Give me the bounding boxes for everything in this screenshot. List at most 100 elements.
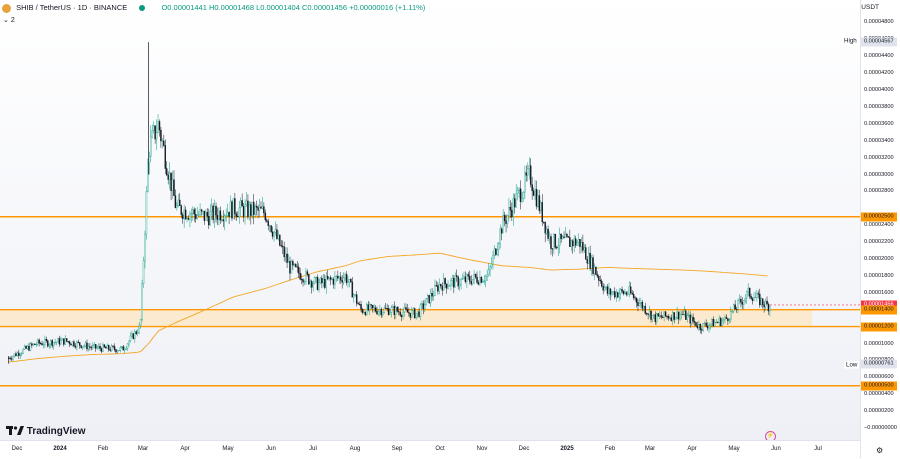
lightning-icon[interactable]: ⚡ xyxy=(765,431,776,440)
candle-body xyxy=(764,300,767,308)
candle-body xyxy=(630,286,632,294)
candle-body xyxy=(487,269,490,276)
candle-body xyxy=(645,312,648,315)
time-label: Aug xyxy=(349,446,361,452)
candle-body xyxy=(422,303,425,309)
candle-body xyxy=(354,294,356,296)
time-axis[interactable]: Dec 2024 Feb Mar Apr May Jun Jul Aug Sep Oct Nov Dec… xyxy=(0,440,860,459)
candle-body xyxy=(666,315,668,317)
time-label: Jul xyxy=(814,446,822,452)
candle-body xyxy=(511,210,513,218)
candle-body xyxy=(624,292,626,294)
candle-body xyxy=(719,318,722,326)
candle-body xyxy=(102,344,104,352)
candle-body xyxy=(502,215,504,234)
candle-body xyxy=(696,325,699,328)
price-axis[interactable]: USDT 0.000048000.000046000.000044000.000… xyxy=(860,0,900,458)
candle-body xyxy=(115,349,117,353)
candle-body xyxy=(241,200,243,207)
candle-body xyxy=(746,291,748,299)
candle-body xyxy=(384,307,387,309)
candle-body xyxy=(537,195,539,207)
candle-body xyxy=(105,346,107,349)
candle-body xyxy=(651,315,654,320)
candle-body xyxy=(402,311,404,317)
tradingview-logo-icon xyxy=(6,426,24,435)
candle-body xyxy=(499,228,501,244)
candle-body xyxy=(563,236,565,238)
candle-body xyxy=(682,313,684,315)
candle-body xyxy=(689,314,691,324)
candle-body xyxy=(703,322,706,324)
price-chart[interactable] xyxy=(0,0,860,440)
candle-body xyxy=(34,343,36,345)
price-tick: 0.00003200 xyxy=(864,154,894,161)
candle-body xyxy=(567,236,570,238)
candle-body xyxy=(306,271,309,275)
time-label: 2025 xyxy=(560,446,574,452)
candle-body xyxy=(231,201,233,219)
candle-body xyxy=(556,247,558,249)
time-label: May xyxy=(728,446,740,452)
symbol-title[interactable]: SHIB / TetherUS · 1D · BINANCE xyxy=(16,3,128,12)
candle-body xyxy=(724,316,726,320)
candle-body xyxy=(187,218,190,220)
candle-body xyxy=(154,125,156,140)
candle-body xyxy=(369,304,371,311)
candle-body xyxy=(619,289,622,294)
candle-body xyxy=(377,311,380,315)
candle-body xyxy=(405,307,407,310)
candle-body xyxy=(586,259,588,264)
candle-body xyxy=(406,308,409,313)
candle-body xyxy=(383,307,385,313)
candle-body xyxy=(13,353,16,357)
candle-body xyxy=(508,207,510,216)
price-label-gray: 0.00004567 xyxy=(861,37,897,47)
settings-gear-icon[interactable]: ⚙ xyxy=(876,446,884,455)
candle-body xyxy=(206,212,209,217)
candle-body xyxy=(380,309,383,316)
candle-body xyxy=(608,288,610,294)
candle-body xyxy=(670,317,673,321)
candle-body xyxy=(232,198,235,219)
candle-body xyxy=(485,275,487,282)
candle-body xyxy=(128,340,130,345)
candle-body xyxy=(251,201,254,216)
candle-body xyxy=(641,301,644,309)
candle-body xyxy=(728,319,731,321)
candle-body xyxy=(326,275,329,280)
candle-body xyxy=(337,275,339,279)
candle-body xyxy=(593,266,596,275)
indicators-toggle[interactable]: ⌄ 2 xyxy=(3,17,15,24)
candle-body xyxy=(147,162,149,192)
currency-label[interactable]: USDT xyxy=(861,4,879,11)
chart-area[interactable]: SHIB / TetherUS · 1D · BINANCE O0.000014… xyxy=(0,0,860,440)
candle-body xyxy=(398,311,400,313)
coin-logo-icon xyxy=(2,3,11,13)
candle-body xyxy=(709,323,712,326)
candle-body xyxy=(341,279,343,283)
candle-body xyxy=(702,323,704,331)
tradingview-logo[interactable]: TradingView xyxy=(6,426,86,437)
candle-body xyxy=(616,292,619,298)
price-tick: 0.00003600 xyxy=(864,120,894,127)
candle-body xyxy=(663,311,665,318)
candle-body xyxy=(674,317,677,320)
candle-body xyxy=(144,234,146,262)
candle-body xyxy=(137,332,139,334)
candle-body xyxy=(322,279,325,284)
price-label-orange: 0.00001400 xyxy=(861,305,897,315)
candle-body xyxy=(289,261,291,274)
candle-body xyxy=(235,213,238,217)
candle-body xyxy=(10,358,13,360)
candle-body xyxy=(32,343,35,346)
candle-body xyxy=(51,340,53,347)
candle-body xyxy=(602,285,604,291)
candle-body xyxy=(471,278,474,285)
candle-body xyxy=(35,344,37,346)
candle-body xyxy=(218,210,220,220)
candle-body xyxy=(579,239,581,247)
candle-body xyxy=(374,307,377,312)
candle-body xyxy=(534,189,536,196)
candle-body xyxy=(688,314,690,316)
